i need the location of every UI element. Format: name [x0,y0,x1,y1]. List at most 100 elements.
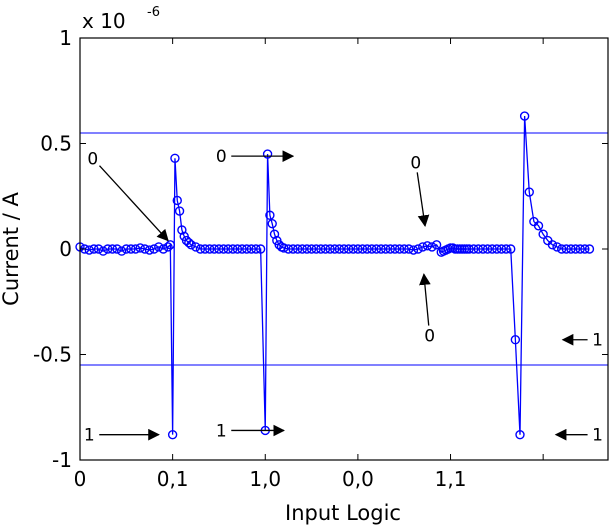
data-point [218,244,229,254]
data-point [566,244,576,254]
data-point [473,244,484,254]
data-point [371,244,382,254]
data-point [575,244,585,254]
data-point [292,244,303,254]
data-point [251,244,261,254]
data-point [367,244,377,254]
data-point [538,229,548,239]
data-point [130,244,141,254]
annotation-label: 0 [410,153,421,173]
data-point [408,245,419,255]
data-point [464,244,474,254]
data-point [404,244,414,254]
data-point [172,195,182,206]
data-point [496,244,507,254]
data-point [163,242,173,252]
data-point [255,244,266,254]
data-point [246,244,257,254]
data-point [135,243,145,253]
data-point [552,242,562,252]
data-point [121,244,132,254]
data-point [330,244,340,254]
data-point [265,210,275,220]
data-point [478,244,488,254]
marker-layer [75,111,595,440]
data-point [279,243,289,253]
annotation-label: 1 [592,331,603,351]
data-point [89,244,99,254]
annotation-label: 1 [592,426,603,446]
data-point [510,335,521,345]
x-tick-label: 0 [74,467,87,491]
data-point [232,244,243,254]
data-point [228,244,238,254]
data-point [343,244,354,254]
data-point [311,244,321,254]
data-point [112,244,122,254]
data-point [186,240,196,250]
data-point [394,244,405,254]
data-point [487,244,497,254]
x-tick-label: 0,1 [157,467,189,491]
data-point [357,244,368,254]
data-point [184,237,194,248]
y-tick-label: -1 [52,448,72,472]
data-point [262,149,273,159]
data-point [177,225,187,235]
data-point [339,244,349,254]
data-point [316,244,326,254]
y-exponent-power: -6 [147,5,160,20]
data-point [334,244,345,254]
data-point [570,244,581,254]
tick-layer: -1 -0.5 0 0.5 1 0 0,1 1,0 0,0 1,1 [33,26,608,491]
data-point [561,244,572,254]
data-point [140,244,150,254]
data-point [390,244,400,254]
data-point [144,245,155,255]
data-point [195,244,206,254]
y-exponent-label: x 10 [82,9,126,33]
data-point [242,244,252,254]
annotation-arrow [416,172,430,227]
annotation-layer: 0 1 0 1 0 0 1 1 [84,147,603,446]
data-point [431,240,442,250]
data-point [413,244,423,254]
data-point [288,244,298,254]
x-axis-label: Input Logic [285,501,401,525]
annotation-arrow [419,273,431,326]
threshold-lines [80,132,608,366]
data-point [362,244,372,254]
data-point [422,241,433,251]
data-point [191,242,201,252]
data-point [482,244,493,254]
data-point [380,244,391,254]
data-point [149,244,159,254]
data-point [126,244,136,254]
x-tick-label: 1,0 [249,467,281,491]
data-point [154,242,164,252]
data-point [116,246,127,256]
data-point [302,244,312,254]
data-point [418,242,428,252]
data-point [103,244,113,254]
data-point [519,111,530,121]
data-point [515,429,525,440]
data-point [200,244,210,254]
y-tick-label: 0.5 [40,132,72,156]
data-point [399,244,409,254]
data-point [158,244,169,254]
data-point [283,244,294,254]
data-point [93,244,104,254]
data-point [306,244,317,254]
data-point [353,244,363,254]
data-point [269,229,280,239]
data-point [427,242,437,252]
annotation-label: 0 [87,149,98,169]
data-point [468,244,479,254]
data-point [84,245,94,255]
data-point [524,187,534,197]
annotation-label: 0 [216,147,227,167]
x-tick-label: 1,1 [435,467,467,491]
data-point [556,244,567,254]
x-tick-label: 0,0 [342,467,374,491]
